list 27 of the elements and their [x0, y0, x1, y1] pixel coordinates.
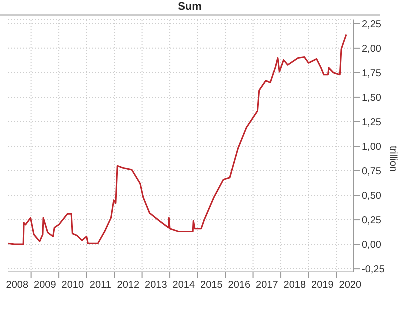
- line-series: [8, 34, 348, 246]
- x-tick-label: 2009: [34, 280, 57, 291]
- x-tick-label: 2012: [117, 280, 140, 291]
- x-tick-label: 2014: [172, 280, 196, 291]
- y-tick-label: -0,25: [362, 264, 386, 276]
- y-tick-label: 0,50: [362, 191, 382, 202]
- y-tick-label: 1,00: [362, 142, 382, 154]
- x-tick-label: 2020: [339, 280, 362, 291]
- x-tick-label: 2017: [256, 280, 279, 291]
- y-tick-label: 1,75: [362, 68, 382, 80]
- x-tick-label: 2016: [228, 280, 251, 291]
- y-tick-label: 0,75: [362, 166, 382, 178]
- y-tick-label: 1,25: [362, 118, 382, 129]
- y-tick-label: 0,25: [362, 216, 382, 227]
- x-tick-label: 2008: [6, 280, 29, 291]
- x-tick-label: 2011: [90, 280, 112, 291]
- x-tick-label: 2015: [200, 280, 224, 291]
- y-tick-label: 1,50: [362, 93, 382, 104]
- chart-title: Sum: [0, 0, 380, 16]
- x-tick-label: 2013: [145, 280, 168, 291]
- y-tick-label: 0,00: [362, 240, 382, 252]
- y-tick-label: 2,00: [362, 44, 382, 55]
- x-tick-label: 2018: [284, 280, 306, 291]
- x-tick-label: 2010: [62, 280, 84, 291]
- x-tick-label: 2019: [312, 280, 334, 291]
- y-axis-title: trillion: [387, 146, 398, 172]
- y-tick-label: 2,25: [362, 19, 382, 30]
